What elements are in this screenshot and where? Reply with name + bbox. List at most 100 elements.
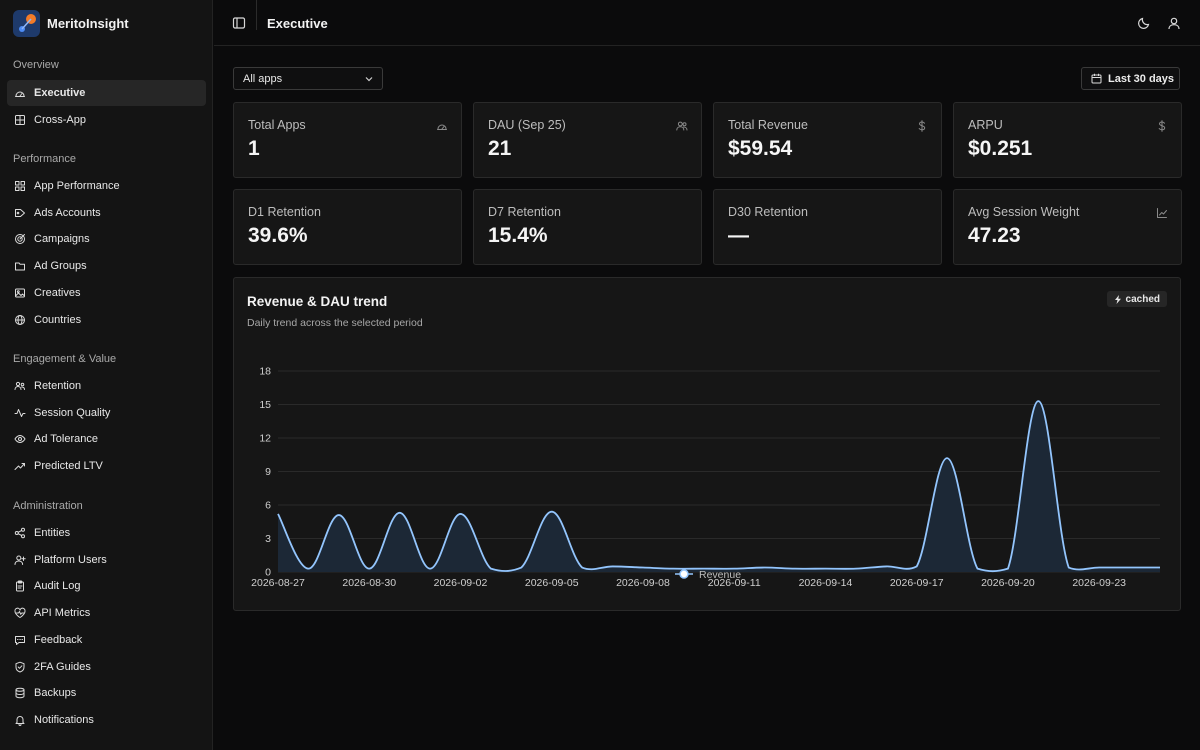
x-tick-label: 2026-09-17 <box>890 577 944 589</box>
kpi-label: ARPU <box>968 118 1003 132</box>
x-tick-label: 2026-09-20 <box>981 577 1035 589</box>
sidebar-item-label: Cross-App <box>34 113 86 126</box>
apps-grid-icon <box>14 180 26 192</box>
sidebar-section-title: Overview <box>13 59 59 71</box>
sidebar-item-label: 2FA Guides <box>34 660 91 673</box>
globe-icon <box>14 314 26 326</box>
kpi-card-total-apps: Total Apps 1 <box>233 102 462 178</box>
kpi-label: D1 Retention <box>248 205 321 219</box>
eye-icon <box>14 433 26 445</box>
page-title: Executive <box>267 16 328 31</box>
tag-icon <box>14 207 26 219</box>
sidebar-item-platform-users[interactable]: Platform Users <box>7 547 206 573</box>
sidebar-item-label: Creatives <box>34 286 81 299</box>
app-name: MeritoInsight <box>47 16 129 31</box>
y-tick-label: 6 <box>265 500 271 512</box>
x-tick-label: 2026-09-23 <box>1072 577 1126 589</box>
chevron-down-icon <box>365 77 373 82</box>
users-cycle-icon <box>14 380 26 392</box>
sidebar-item-ad-tolerance[interactable]: Ad Tolerance <box>7 426 206 452</box>
sidebar-item-cross-app[interactable]: Cross-App <box>7 107 206 133</box>
sidebar-item-entities[interactable]: Entities <box>7 520 206 546</box>
bolt-icon <box>1114 294 1121 304</box>
trend-up-icon <box>14 460 26 472</box>
kpi-value: 15.4% <box>488 224 548 247</box>
sidebar-item-label: Platform Users <box>34 553 107 566</box>
date-range-button[interactable]: Last 30 days <box>1081 67 1180 90</box>
kpi-label: Avg Session Weight <box>968 205 1080 219</box>
x-tick-label: 2026-08-30 <box>342 577 396 589</box>
app-select[interactable]: All apps <box>233 67 383 90</box>
logo-icon <box>13 10 40 37</box>
sidebar-item-2fa-guides[interactable]: 2FA Guides <box>7 654 206 680</box>
panel-subtitle: Daily trend across the selected period <box>247 317 423 329</box>
sidebar-item-session-quality[interactable]: Session Quality <box>7 400 206 426</box>
grid-icon <box>14 114 26 126</box>
sidebar-section-title: Engagement & Value <box>13 353 117 365</box>
sidebar-item-label: App Performance <box>34 180 120 192</box>
y-tick-label: 3 <box>265 533 271 545</box>
sidebar-item-label: Session Quality <box>34 406 111 419</box>
y-tick-label: 0 <box>265 567 271 579</box>
kpi-value: 21 <box>488 137 512 160</box>
calendar-icon <box>1091 73 1102 84</box>
sidebar: MeritoInsight Overview Executive Cross-App… <box>0 0 213 750</box>
revenue-line <box>277 400 1160 573</box>
sidebar-item-countries[interactable]: Countries <box>7 307 206 333</box>
sidebar-toggle-icon[interactable] <box>232 16 246 30</box>
bell-icon <box>14 714 26 726</box>
sidebar-item-predicted-ltv[interactable]: Predicted LTV <box>7 453 206 479</box>
x-tick-label: 2026-09-02 <box>434 577 488 589</box>
user-icon[interactable] <box>1167 16 1181 30</box>
sidebar-item-retention[interactable]: Retention <box>7 373 206 399</box>
sidebar-item-audit-log[interactable]: Audit Log <box>7 573 206 599</box>
sidebar-item-notifications[interactable]: Notifications <box>7 707 206 733</box>
topbar-divider <box>256 0 257 30</box>
trend-panel: Revenue & DAU trend Daily trend across t… <box>233 277 1181 611</box>
trend-chart: 0 3 6 9 12 15 18 2026-08-27 2026-08-30 2026-09-02… <box>251 366 1160 589</box>
kpi-card-d1-retention: D1 Retention 39.6% <box>233 189 462 265</box>
kpi-value: 39.6% <box>248 224 308 247</box>
theme-toggle-icon[interactable] <box>1137 16 1151 30</box>
heart-pulse-icon <box>14 607 26 619</box>
dollar-icon <box>916 119 928 132</box>
sidebar-item-api-metrics[interactable]: API Metrics <box>7 600 206 626</box>
revenue-area <box>278 401 1160 572</box>
user-plus-icon <box>14 554 26 566</box>
cached-badge-label: cached <box>1125 293 1160 305</box>
gauge-icon <box>14 87 26 99</box>
sidebar-item-creatives[interactable]: Creatives <box>7 280 206 306</box>
kpi-value: 1 <box>248 137 260 160</box>
sidebar-item-label: Campaigns <box>34 233 90 246</box>
trend-icon <box>1156 206 1168 218</box>
x-tick-label: 2026-09-11 <box>708 577 761 589</box>
sidebar-item-ads-accounts[interactable]: Ads Accounts <box>7 200 206 226</box>
sidebar-item-backups[interactable]: Backups <box>7 680 206 706</box>
kpi-label: D7 Retention <box>488 205 561 219</box>
nodes-icon <box>14 527 26 539</box>
users-icon <box>676 119 688 131</box>
kpi-value: $0.251 <box>968 137 1033 160</box>
sidebar-item-label: Retention <box>34 380 82 392</box>
sidebar-item-feedback[interactable]: Feedback <box>7 627 206 653</box>
gauge-icon <box>436 119 448 131</box>
database-icon <box>14 687 26 699</box>
sidebar-item-app-performance[interactable]: App Performance <box>7 173 206 199</box>
legend-marker <box>679 569 689 579</box>
cached-badge: cached <box>1106 291 1167 307</box>
sidebar-item-label: Audit Log <box>34 580 81 593</box>
sidebar-item-label: Ads Accounts <box>34 206 101 219</box>
date-range-label: Last 30 days <box>1108 72 1175 85</box>
sidebar-section-title: Administration <box>13 500 83 512</box>
kpi-card-d7-retention: D7 Retention 15.4% <box>473 189 702 265</box>
shield-icon <box>14 661 26 673</box>
y-tick-label: 9 <box>265 466 271 478</box>
sidebar-item-executive[interactable]: Executive <box>7 80 206 106</box>
sidebar-item-campaigns[interactable]: Campaigns <box>7 226 206 252</box>
sidebar-item-ad-groups[interactable]: Ad Groups <box>7 253 206 279</box>
sidebar-section-title: Performance <box>13 153 76 165</box>
sidebar-item-label: API Metrics <box>34 607 91 620</box>
y-tick-label: 12 <box>259 433 271 445</box>
brand[interactable]: MeritoInsight <box>13 10 129 37</box>
sidebar-item-label: Backups <box>34 687 77 700</box>
